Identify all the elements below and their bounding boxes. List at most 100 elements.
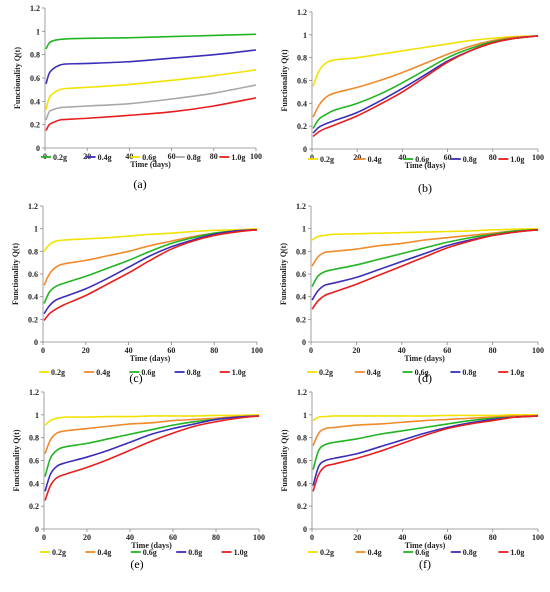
x-tick-label: 80 — [210, 152, 218, 161]
x-tick-label: 80 — [210, 346, 218, 355]
x-tick-label: 100 — [250, 152, 262, 161]
legend-item: 0.6g — [129, 368, 155, 377]
x-tick-label: 60 — [444, 153, 452, 162]
series-line-1-0g — [43, 229, 258, 321]
y-tick-label: 0.6 — [297, 457, 307, 466]
legend-label: 0.2g — [320, 548, 334, 557]
series-line-1-0g — [312, 415, 539, 492]
y-tick-label: 0.2 — [29, 502, 39, 511]
legend-label: 0.8g — [462, 368, 476, 377]
series-line-1-0g — [45, 97, 257, 131]
series-line-0-4g — [44, 415, 260, 454]
x-tick-label: 20 — [82, 346, 90, 355]
y-axis-label: Functionality Q(t) — [280, 429, 289, 491]
x-tick-label: 100 — [532, 533, 544, 542]
series-line-0-8g — [43, 229, 258, 315]
y-tick-label: 1.2 — [28, 202, 38, 211]
y-tick-label: 0.6 — [296, 270, 306, 279]
series-line-0-8g — [312, 35, 539, 134]
series-line-0-4g — [311, 229, 539, 267]
x-tick-label: 60 — [168, 152, 176, 161]
legend-item: 0.6g — [130, 548, 157, 557]
y-tick-label: 0.2 — [297, 122, 307, 131]
series-line-0-8g — [312, 415, 539, 486]
panel-label: (f) — [419, 557, 431, 571]
legend-item: 0.4g — [354, 368, 381, 377]
y-tick-label: 0.8 — [297, 434, 307, 443]
y-tick-label: 1.2 — [29, 388, 39, 397]
x-tick-label: 40 — [398, 533, 406, 542]
y-tick-label: 0.8 — [296, 247, 306, 256]
legend-item: 0.4g — [85, 548, 111, 557]
legend-item: 0.8g — [174, 153, 201, 162]
legend-item: 0.6g — [403, 548, 429, 557]
y-tick-label: 0.8 — [30, 51, 40, 60]
y-tick-label: 0.4 — [297, 99, 307, 108]
y-tick-label: 1.2 — [30, 4, 40, 13]
y-tick-label: 1.2 — [296, 202, 306, 211]
legend-item: 0.2g — [40, 548, 66, 557]
panel-label: (c) — [129, 371, 142, 385]
y-tick-label: 0.4 — [297, 479, 307, 488]
legend-item: 0.2g — [39, 368, 65, 377]
y-tick-label: 0 — [303, 525, 307, 534]
series-line-0-4g — [43, 229, 258, 286]
y-axis-label: Functionality Q(t) — [279, 243, 288, 305]
y-tick-label: 0.4 — [28, 293, 38, 302]
y-axis-label: Functionality Q(t) — [280, 49, 289, 111]
y-tick-label: 0 — [35, 525, 39, 534]
x-tick-label: 100 — [251, 346, 263, 355]
legend-label: 1.0g — [510, 548, 524, 557]
legend-label: 0.8g — [463, 548, 477, 557]
series-line-0-4g — [312, 415, 539, 446]
y-tick-label: 0.4 — [296, 293, 306, 302]
legend-item: 1.0g — [221, 548, 248, 557]
y-axis-label: Functionality Q(t) — [12, 429, 21, 491]
series-line-0-8g — [44, 415, 260, 492]
legend-label: 0.6g — [415, 548, 429, 557]
x-tick-label: 100 — [532, 153, 544, 162]
legend-item: 0.6g — [403, 155, 429, 164]
legend-item: 0.8g — [450, 155, 477, 164]
y-tick-label: 0.8 — [29, 434, 39, 443]
x-tick-label: 20 — [352, 346, 360, 355]
legend-item: 0.8g — [450, 368, 476, 377]
y-tick-label: 0.6 — [29, 457, 39, 466]
chart-panel-e: 0 0.2 0.4 0.6 0.8 1 1.2 0 20 40 60 80 100 Time (days)… — [12, 388, 265, 571]
y-tick-label: 0.2 — [297, 502, 307, 511]
series-line-0-4g — [312, 35, 539, 118]
legend-item: 1.0g — [498, 155, 524, 164]
x-tick-label: 0 — [310, 153, 314, 162]
legend-item: 0.2g — [41, 153, 67, 162]
x-axis-label: Time (days) — [404, 354, 445, 363]
y-tick-label: 0 — [36, 144, 40, 153]
x-tick-label: 100 — [532, 346, 544, 355]
chart-panel-d: 0 0.2 0.4 0.6 0.8 1 1.2 0 20 40 60 80 100 Time (days)… — [279, 202, 544, 385]
series-line-0-6g — [312, 415, 539, 470]
legend-label: 1.0g — [510, 155, 524, 164]
legend-item: 1.0g — [498, 548, 524, 557]
legend-item: 1.0g — [219, 153, 245, 162]
x-tick-label: 60 — [443, 346, 451, 355]
x-axis-label: Time (days) — [405, 541, 446, 550]
legend-item: 0.8g — [450, 548, 477, 557]
y-tick-label: 0.6 — [30, 74, 40, 83]
series-line-0-6g — [45, 69, 257, 110]
legend-label: 0.8g — [187, 153, 201, 162]
legend-label: 0.8g — [188, 548, 202, 557]
y-tick-label: 1.2 — [297, 388, 307, 397]
series-line-0-2g — [45, 33, 257, 50]
y-tick-label: 0.2 — [296, 315, 306, 324]
series-line-0-2g — [311, 227, 539, 241]
legend-label: 0.2g — [51, 368, 65, 377]
chart-panel-b: 0 0.2 0.4 0.6 0.8 1 1.2 0 20 40 60 80 100 Time (days)… — [280, 8, 544, 195]
x-tick-label: 40 — [125, 346, 133, 355]
legend-item: 0.8g — [174, 368, 201, 377]
legend-label: 0.4g — [97, 548, 111, 557]
legend-item: 0.4g — [85, 153, 112, 162]
x-tick-label: 100 — [253, 533, 265, 542]
series-line-0-8g — [45, 84, 257, 121]
series-line-1-0g — [312, 35, 539, 138]
y-axis-label: Functionality Q(t) — [11, 243, 20, 305]
